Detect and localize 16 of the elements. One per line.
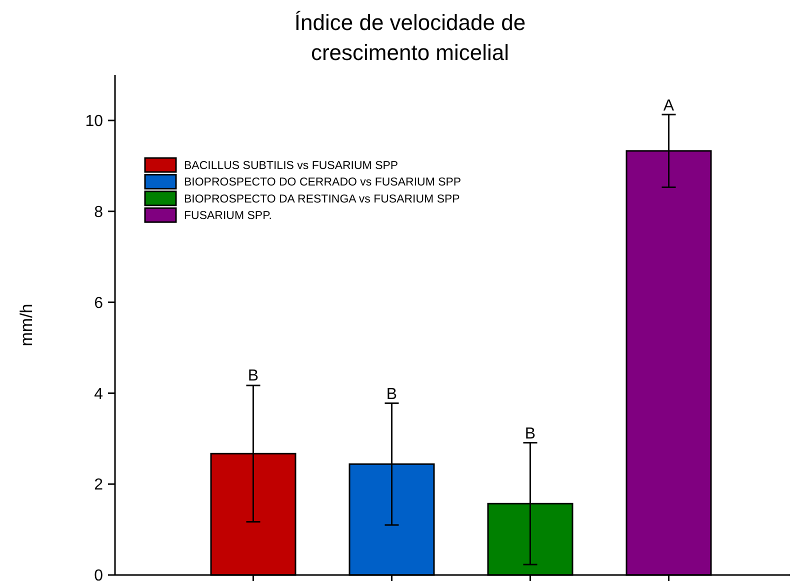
y-axis-title: mm/h [17, 304, 36, 346]
annotation: B [524, 426, 536, 443]
legend-label: FUSARIUM SPP. [184, 210, 272, 222]
y-tick-label: 2 [94, 476, 104, 494]
legend-label: BIOPROSPECTO DA RESTINGA vs FUSARIUM SPP [184, 193, 460, 206]
legend-label: BIOPROSPECTO DO CERRADO vs FUSARIUM SPP [184, 176, 462, 189]
chart-title: Índice de velocidade de crescimento micelial [294, 10, 526, 65]
legend-label: BACILLUS SUBTILIS vs FUSARIUM SPP [184, 160, 398, 172]
y-tick-label: 6 [94, 294, 104, 312]
annotation: B [248, 368, 259, 385]
y-tick-label: 8 [94, 204, 104, 221]
y-tick-label: 0 [94, 568, 104, 582]
y-tick-label: 4 [94, 386, 104, 403]
annotation: B [386, 386, 398, 404]
y-tick-label: 10 [85, 113, 104, 130]
annotation: A [663, 98, 674, 115]
